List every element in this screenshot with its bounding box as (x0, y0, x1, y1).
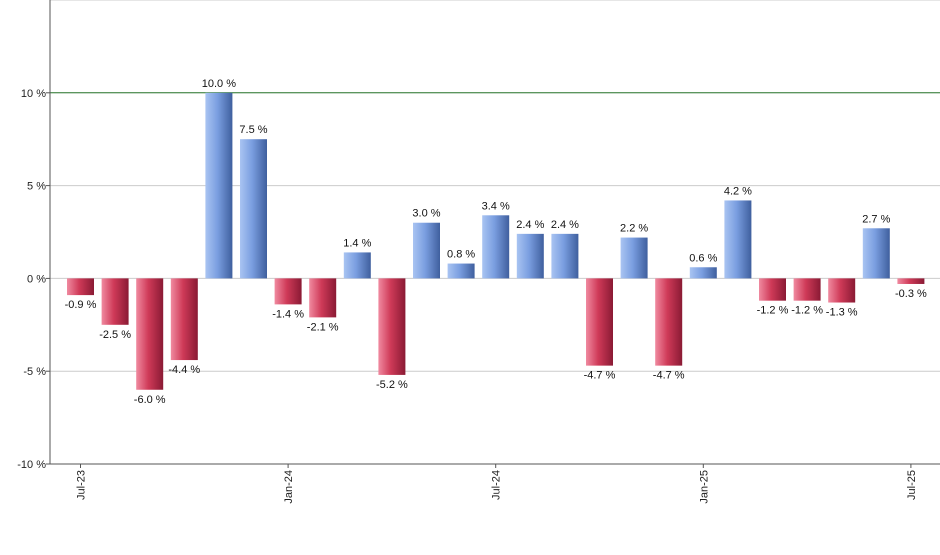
bar (586, 278, 613, 366)
bar (413, 222, 440, 279)
gridlines (50, 0, 940, 372)
data-label: -2.5 % (99, 329, 131, 341)
bar (67, 278, 94, 296)
bar (516, 233, 544, 279)
bar (274, 278, 302, 305)
bar (482, 215, 510, 279)
data-label: -1.4 % (272, 308, 304, 320)
data-label: -0.9 % (65, 299, 97, 311)
data-label: 3.4 % (482, 200, 510, 212)
data-label: -0.3 % (895, 288, 927, 300)
data-label: 1.4 % (343, 237, 371, 249)
bar (240, 139, 267, 279)
bar (620, 237, 648, 279)
data-label: -6.0 % (134, 394, 166, 406)
data-label: -5.2 % (376, 379, 408, 391)
data-label: -2.1 % (307, 321, 339, 333)
data-label: 2.7 % (862, 213, 890, 225)
data-label: 0.8 % (447, 249, 475, 261)
data-label: -1.2 % (757, 305, 789, 317)
data-label: -4.4 % (168, 364, 200, 376)
bars (67, 92, 925, 390)
bar (309, 278, 337, 318)
data-label: -1.3 % (826, 307, 858, 319)
data-label: -4.7 % (653, 370, 685, 382)
data-label: 7.5 % (239, 124, 267, 136)
bar (793, 278, 821, 301)
bar (205, 92, 233, 279)
data-label: 0.6 % (689, 252, 717, 264)
data-labels: -0.9 % -2.5 % -6.0 % -4.4 % 10.0 % 7.5 % -1.4 … (65, 78, 927, 406)
bar (101, 278, 129, 325)
y-tick-label: 0 % (27, 273, 46, 285)
bar (378, 278, 406, 375)
bar (551, 233, 579, 279)
x-tick-label: Jan-25 (698, 470, 710, 504)
x-tick-label: Jan-24 (283, 470, 295, 504)
data-label: 2.2 % (620, 223, 648, 235)
data-label: 2.4 % (516, 219, 544, 231)
bar (897, 278, 925, 284)
y-tick-label: 10 % (21, 88, 46, 100)
y-tick-label: -10 % (17, 459, 46, 471)
bar (724, 200, 752, 279)
bar (862, 228, 890, 279)
x-tick-label: Jul-23 (76, 470, 88, 500)
y-tick-label: 5 % (27, 181, 46, 193)
bar (136, 278, 164, 390)
data-label: 2.4 % (551, 219, 579, 231)
x-tick-label: Jul-24 (491, 470, 503, 500)
bar (447, 263, 475, 279)
axes: -10 % -5 % 0 % 5 % 10 % Jul-23 Jan-24 Jul-24 Jan… (17, 0, 940, 504)
bar (170, 278, 198, 361)
bar (828, 278, 856, 303)
bar (689, 267, 717, 279)
data-label: 3.0 % (412, 208, 440, 220)
bar (655, 278, 683, 366)
bar (759, 278, 786, 301)
bar (343, 252, 371, 279)
data-label: 10.0 % (202, 78, 236, 90)
data-label: -1.2 % (791, 305, 823, 317)
y-tick-label: -5 % (23, 366, 46, 378)
data-label: -4.7 % (584, 370, 616, 382)
x-tick-label: Jul-25 (906, 470, 918, 500)
data-label: 4.2 % (724, 185, 752, 197)
